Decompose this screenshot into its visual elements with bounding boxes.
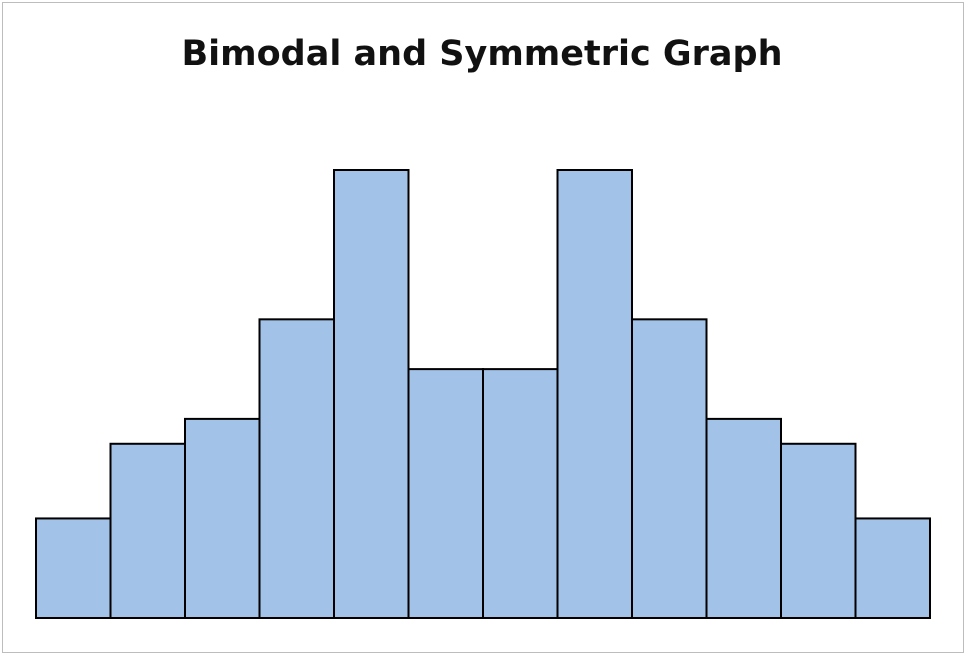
histogram-bar-6: [407, 368, 484, 619]
histogram-bar-7: [482, 368, 559, 619]
histogram-bar-8: [556, 169, 633, 619]
chart-title: Bimodal and Symmetric Graph: [181, 34, 783, 74]
histogram-bar-5: [333, 169, 410, 619]
histogram-bar-1: [35, 517, 112, 619]
histogram-bar-4: [258, 318, 335, 619]
histogram-bar-12: [854, 517, 931, 619]
histogram-bar-3: [184, 417, 261, 620]
histogram-bar-9: [631, 318, 708, 619]
histogram-bar-2: [109, 442, 186, 619]
histogram-bar-10: [705, 417, 782, 620]
histogram-bar-11: [780, 442, 857, 619]
